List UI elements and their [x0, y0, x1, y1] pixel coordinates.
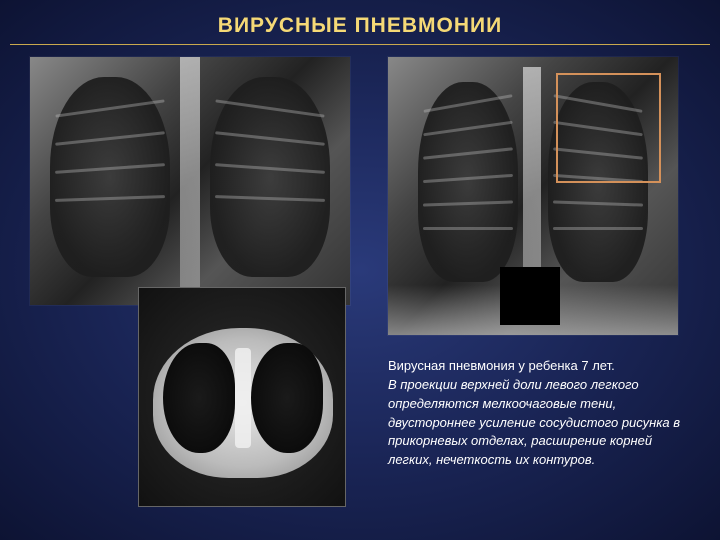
caption-line1: Вирусная пневмония у ребенка 7 лет.	[388, 357, 688, 376]
annotation-highlight-box	[556, 73, 661, 183]
ct-image	[138, 287, 346, 507]
redaction-square	[500, 267, 560, 325]
caption-block: Вирусная пневмония у ребенка 7 лет. В пр…	[388, 357, 688, 470]
slide-title: ВИРУСНЫЕ ПНЕВМОНИИ	[0, 0, 720, 44]
caption-italic: В проекции верхней доли левого легкого о…	[388, 376, 688, 470]
xray-image-left	[30, 57, 350, 305]
slide-content: Вирусная пневмония у ребенка 7 лет. В пр…	[0, 45, 720, 525]
